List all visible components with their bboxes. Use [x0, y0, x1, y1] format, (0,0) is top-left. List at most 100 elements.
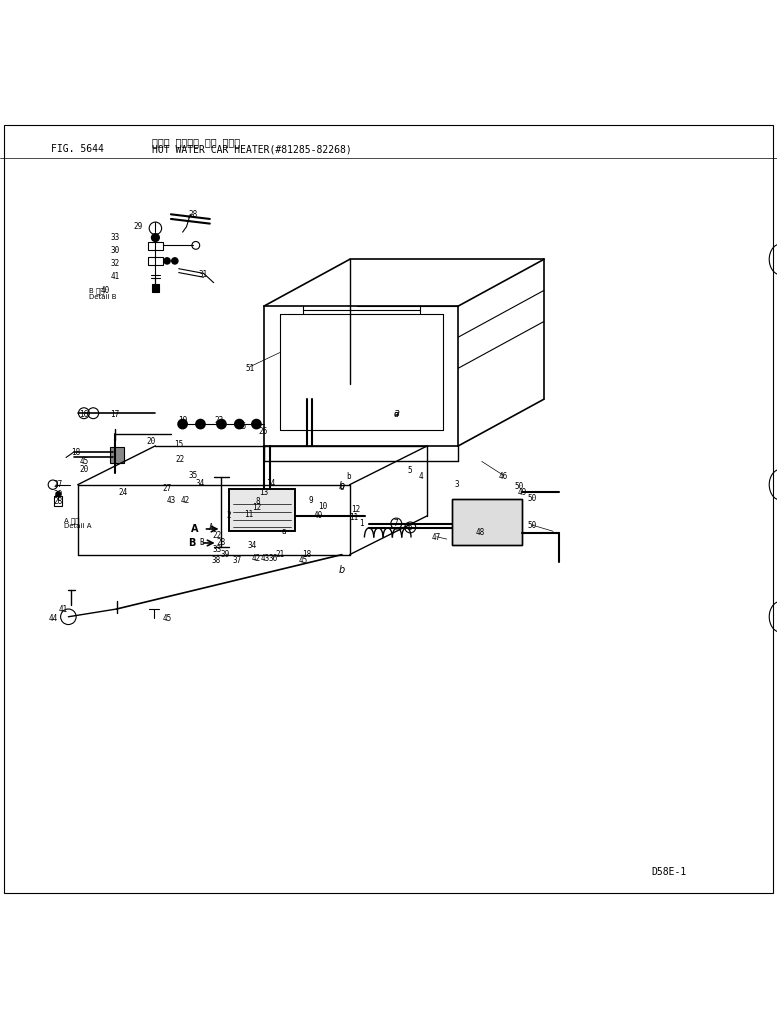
Text: 4: 4: [419, 472, 423, 482]
Text: 5: 5: [408, 466, 413, 475]
Text: 7: 7: [394, 519, 399, 528]
Text: B: B: [200, 538, 204, 548]
Text: 45: 45: [298, 557, 308, 565]
Text: 50: 50: [528, 520, 537, 529]
Text: a: a: [394, 410, 399, 420]
Text: 14: 14: [266, 479, 275, 488]
Text: 11: 11: [244, 510, 253, 519]
Text: b: b: [346, 472, 350, 482]
Text: 18: 18: [71, 448, 81, 456]
Text: 33: 33: [213, 545, 222, 554]
Text: 21: 21: [275, 550, 284, 559]
Text: 43: 43: [166, 496, 176, 505]
Text: a: a: [281, 527, 286, 535]
Text: 42: 42: [180, 496, 190, 505]
Text: 10: 10: [318, 502, 327, 511]
Text: 12: 12: [252, 504, 261, 512]
Text: 18: 18: [302, 550, 312, 559]
Text: 29: 29: [134, 223, 143, 232]
Bar: [148, 257, 163, 265]
Circle shape: [152, 234, 159, 242]
Text: 16: 16: [79, 410, 89, 420]
Text: 3: 3: [455, 481, 459, 489]
Bar: [110, 447, 124, 463]
Text: 20: 20: [147, 438, 156, 446]
Text: 43: 43: [261, 554, 270, 563]
Text: Detail A: Detail A: [64, 523, 91, 529]
Text: 12: 12: [351, 505, 361, 514]
Text: 24: 24: [118, 488, 127, 497]
Circle shape: [172, 258, 178, 264]
Text: A: A: [209, 523, 214, 532]
Text: Detail B: Detail B: [89, 294, 117, 300]
Text: 44: 44: [48, 614, 57, 623]
Text: 40: 40: [100, 285, 110, 295]
Text: 41: 41: [110, 272, 120, 281]
Text: 8: 8: [256, 497, 260, 506]
Text: 49: 49: [517, 488, 527, 497]
Text: 31: 31: [199, 270, 208, 279]
Text: 46: 46: [499, 472, 508, 482]
Text: A: A: [190, 524, 198, 534]
Text: 41: 41: [59, 605, 68, 614]
Bar: [229, 489, 295, 531]
Text: 28: 28: [54, 497, 63, 506]
Text: 37: 37: [232, 557, 242, 565]
Text: 17: 17: [110, 410, 120, 420]
Text: 33: 33: [110, 233, 120, 242]
Text: 38: 38: [211, 557, 221, 565]
Text: 25: 25: [238, 422, 247, 431]
Circle shape: [196, 420, 205, 429]
Text: 34: 34: [196, 479, 205, 488]
Text: 1: 1: [359, 519, 364, 528]
Text: 45: 45: [79, 457, 89, 466]
Text: ホット ウォータ カー ヒータ: ホット ウォータ カー ヒータ: [152, 137, 239, 146]
Bar: [148, 242, 163, 250]
Text: B: B: [189, 537, 196, 548]
Text: HOT WATER CAR HEATER(#81285-82268): HOT WATER CAR HEATER(#81285-82268): [152, 144, 351, 154]
Text: 51: 51: [246, 364, 255, 373]
Bar: [54, 496, 62, 506]
Text: 35: 35: [188, 470, 197, 480]
Circle shape: [235, 420, 244, 429]
Text: 39: 39: [221, 550, 230, 559]
Bar: [452, 499, 522, 546]
Text: 28: 28: [188, 209, 197, 218]
Text: 30: 30: [110, 246, 120, 255]
Text: 50: 50: [528, 494, 537, 503]
Bar: [229, 489, 295, 531]
Circle shape: [164, 258, 170, 264]
Text: 29: 29: [54, 490, 63, 499]
Text: 22: 22: [213, 530, 222, 539]
Bar: [452, 499, 522, 546]
Text: 15: 15: [174, 440, 183, 449]
Text: 6: 6: [408, 523, 413, 532]
Text: 20: 20: [79, 464, 89, 473]
Text: 23: 23: [214, 417, 224, 426]
Text: 11: 11: [349, 513, 358, 522]
Text: 40: 40: [314, 511, 323, 520]
Text: 50: 50: [514, 482, 524, 491]
Text: 2: 2: [227, 511, 232, 520]
Text: D58E-1: D58E-1: [651, 867, 686, 877]
Text: 45: 45: [162, 614, 172, 623]
Text: 13: 13: [260, 488, 269, 497]
Bar: [152, 284, 159, 292]
Text: 26: 26: [258, 428, 267, 436]
Text: 42: 42: [252, 554, 261, 563]
Text: b: b: [340, 483, 344, 492]
Text: FIG. 5644: FIG. 5644: [51, 144, 103, 154]
Text: 9: 9: [308, 496, 313, 505]
Circle shape: [217, 420, 226, 429]
Circle shape: [56, 492, 61, 497]
Text: 34: 34: [248, 541, 257, 550]
Text: 36: 36: [269, 554, 278, 563]
Text: 32: 32: [110, 259, 120, 268]
Text: b: b: [339, 482, 345, 492]
Text: 28: 28: [217, 538, 226, 548]
Text: 47: 47: [432, 533, 441, 542]
Text: b: b: [339, 565, 345, 575]
Text: A 詳細: A 詳細: [64, 517, 79, 523]
Text: 22: 22: [176, 455, 185, 464]
Text: a: a: [393, 408, 399, 419]
